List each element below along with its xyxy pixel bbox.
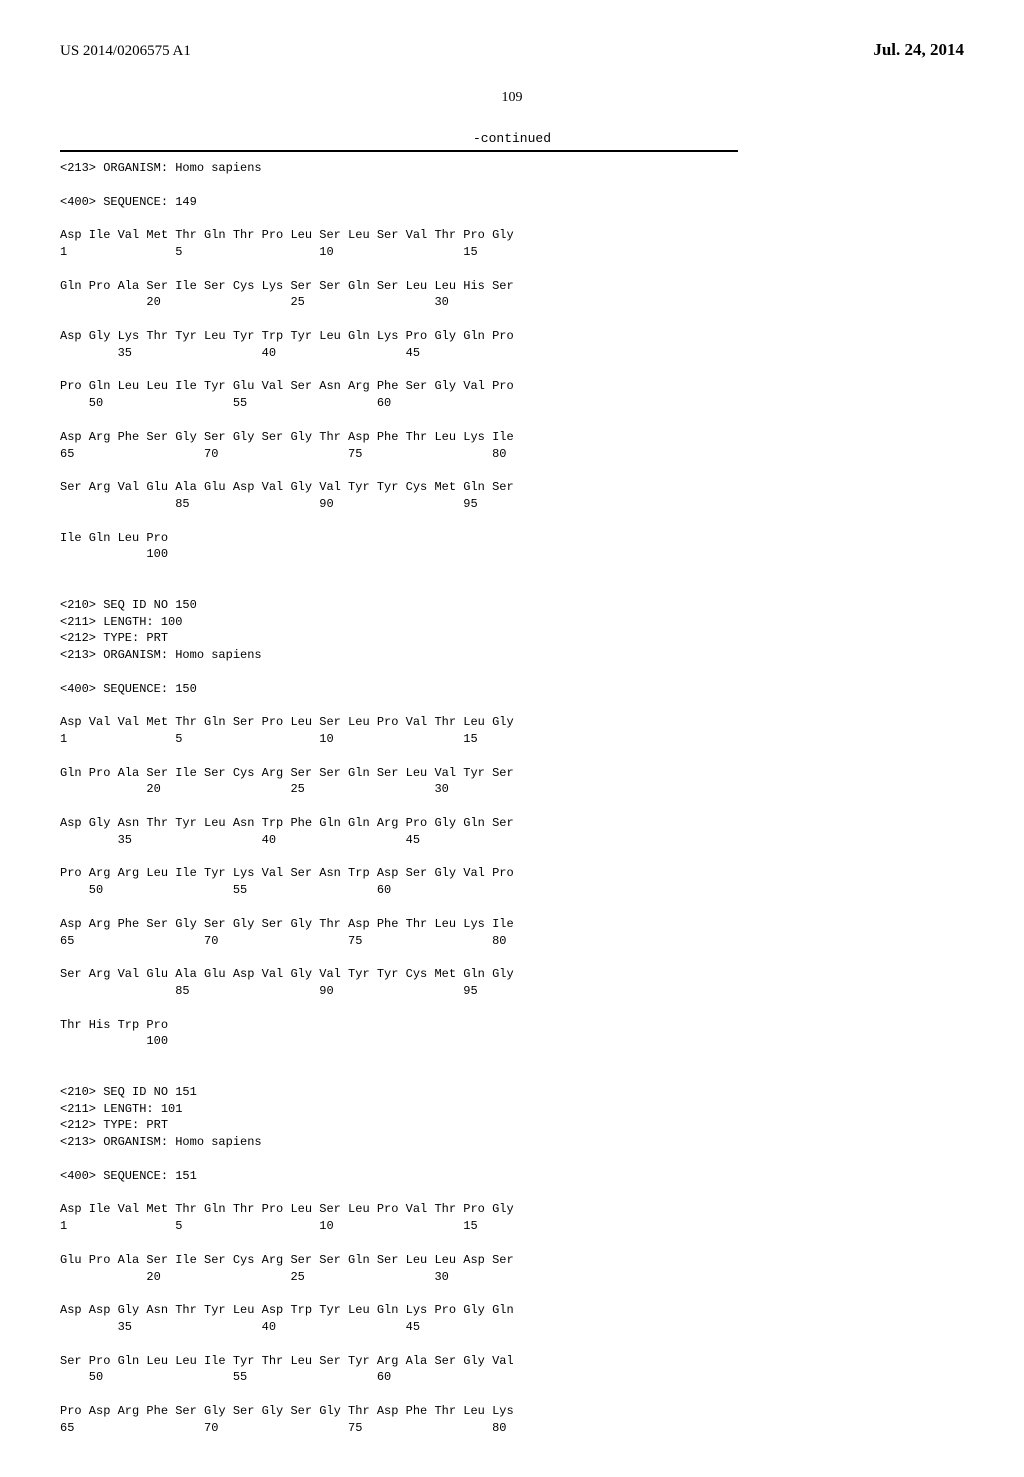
section-rule	[60, 150, 738, 152]
page-number: 109	[60, 90, 964, 106]
continued-label: -continued	[60, 131, 964, 146]
document-header: US 2014/0206575 A1 Jul. 24, 2014	[60, 40, 964, 60]
publication-number: US 2014/0206575 A1	[60, 43, 191, 60]
sequence-listing: <213> ORGANISM: Homo sapiens <400> SEQUE…	[60, 160, 964, 1437]
publication-date: Jul. 24, 2014	[873, 40, 964, 60]
